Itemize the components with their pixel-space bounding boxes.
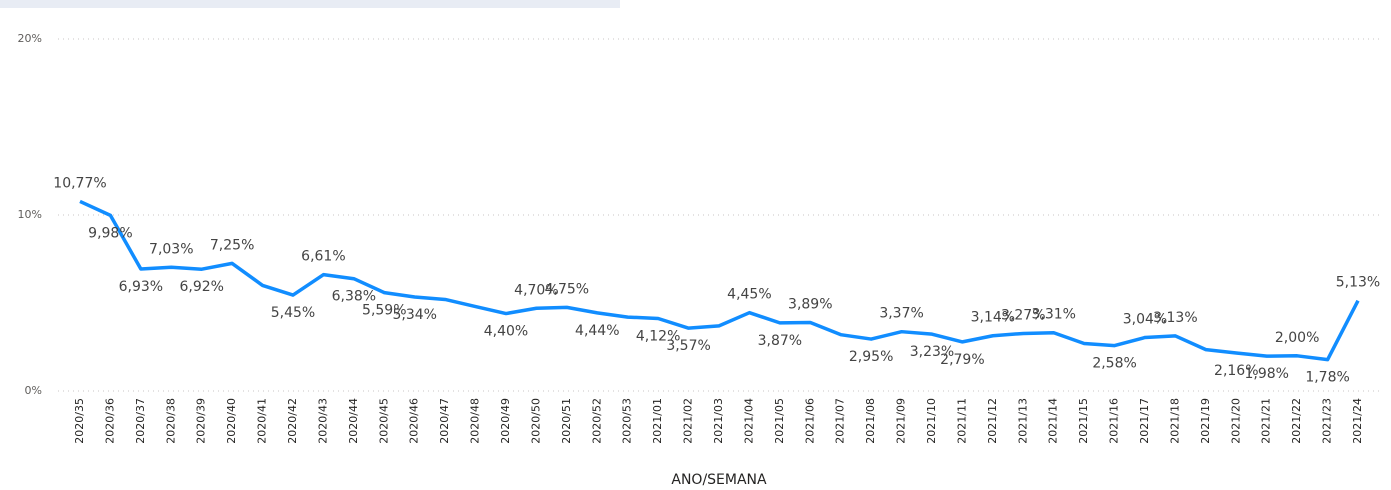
x-tick-label: 2021/01: [651, 398, 664, 444]
data-label: 5,59%: [362, 303, 406, 319]
banner: [0, 0, 620, 8]
x-tick-label: 2021/16: [1108, 398, 1121, 444]
data-label: 9,98%: [88, 225, 132, 241]
data-label: 7,03%: [149, 241, 193, 257]
data-label: 4,40%: [484, 324, 528, 340]
data-label: 2,95%: [849, 349, 893, 365]
data-label: 5,13%: [1336, 275, 1380, 291]
x-tick-label: 2020/44: [347, 398, 360, 444]
x-tick-label: 2021/07: [834, 398, 847, 444]
x-tick-label: 2021/23: [1321, 398, 1334, 444]
data-label: 4,44%: [575, 323, 619, 339]
x-tick-label: 2020/47: [438, 398, 451, 444]
x-tick-label: 2020/52: [590, 398, 603, 444]
x-tick-label: 2020/41: [256, 398, 269, 444]
x-tick-label: 2020/36: [103, 398, 116, 444]
data-label: 6,92%: [179, 279, 223, 295]
data-label: 3,89%: [788, 297, 832, 313]
x-tick-label: 2020/37: [134, 398, 147, 444]
x-tick-label: 2021/05: [773, 398, 786, 444]
data-label: 6,93%: [119, 279, 163, 295]
x-tick-label: 2021/19: [1199, 398, 1212, 444]
data-label: 3,27%: [1001, 307, 1045, 323]
x-tick-label: 2021/09: [895, 398, 908, 444]
x-tick-label: 2021/17: [1138, 398, 1151, 444]
data-label: 10,77%: [53, 175, 106, 191]
x-tick-label: 2020/35: [73, 398, 86, 444]
data-label: 3,14%: [971, 310, 1015, 326]
data-label: 3,23%: [910, 344, 954, 360]
y-tick-label: 10%: [18, 208, 42, 221]
x-tick-label: 2021/12: [986, 398, 999, 444]
data-label: 1,78%: [1305, 370, 1349, 386]
data-label: 3,57%: [666, 338, 710, 354]
x-tick-label: 2020/38: [164, 398, 177, 444]
data-label: 1,98%: [1244, 366, 1288, 382]
x-tick-label: 2020/49: [499, 398, 512, 444]
y-tick-label: 0%: [25, 384, 42, 397]
x-tick-label: 2021/20: [1229, 398, 1242, 444]
data-label: 6,61%: [301, 249, 345, 265]
data-label: 5,45%: [271, 305, 315, 321]
x-tick-label: 2020/51: [560, 398, 573, 444]
x-tick-label: 2021/13: [1016, 398, 1029, 444]
x-tick-label: 2020/50: [529, 398, 542, 444]
x-tick-label: 2021/08: [864, 398, 877, 444]
x-tick-label: 2021/02: [682, 398, 695, 444]
x-tick-label: 2021/15: [1077, 398, 1090, 444]
x-tick-label: 2021/11: [955, 398, 968, 444]
x-axis-title: ANO/SEMANA: [671, 472, 767, 488]
data-label: 4,75%: [545, 281, 589, 297]
x-tick-label: 2021/18: [1168, 398, 1181, 444]
data-label: 2,79%: [940, 352, 984, 368]
data-label: 7,25%: [210, 237, 254, 253]
x-tick-label: 2020/40: [225, 398, 238, 444]
data-label: 4,12%: [636, 328, 680, 344]
data-label: 4,45%: [727, 287, 771, 303]
x-tick-label: 2021/06: [803, 398, 816, 444]
x-tick-label: 2021/22: [1290, 398, 1303, 444]
data-label: 2,00%: [1275, 330, 1319, 346]
x-tick-label: 2021/14: [1047, 398, 1060, 444]
x-tick-label: 2020/48: [469, 398, 482, 444]
x-tick-label: 2020/46: [408, 398, 421, 444]
data-label: 2,16%: [1214, 363, 1258, 379]
data-label: 2,58%: [1092, 356, 1136, 372]
x-tick-label: 2021/10: [925, 398, 938, 444]
x-tick-label: 2021/24: [1351, 398, 1364, 444]
x-tick-label: 2020/39: [195, 398, 208, 444]
x-tick-label: 2021/21: [1260, 398, 1273, 444]
data-label: 6,38%: [332, 289, 376, 305]
data-label: 4,70%: [514, 282, 558, 298]
x-tick-label: 2020/53: [621, 398, 634, 444]
data-label: 3,37%: [879, 306, 923, 322]
x-tick-label: 2020/45: [377, 398, 390, 444]
x-tick-label: 2020/43: [316, 398, 329, 444]
data-label: 3,04%: [1123, 311, 1167, 327]
x-tick-label: 2021/03: [712, 398, 725, 444]
y-tick-label: 20%: [18, 32, 42, 45]
data-label: 3,13%: [1153, 310, 1197, 326]
data-line: [79, 199, 1360, 362]
data-label: 3,87%: [758, 333, 802, 349]
data-label: 5,34%: [392, 307, 436, 323]
data-label: 3,31%: [1031, 307, 1075, 323]
x-tick-label: 2021/04: [742, 398, 755, 444]
x-tick-label: 2020/42: [286, 398, 299, 444]
